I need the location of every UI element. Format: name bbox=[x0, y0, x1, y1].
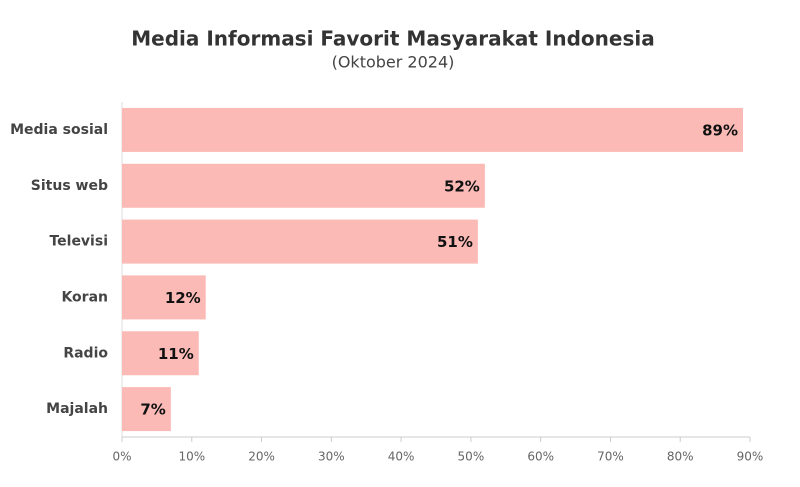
bar bbox=[122, 331, 199, 376]
value-label: 51% bbox=[437, 233, 473, 251]
bar bbox=[122, 275, 206, 320]
bar bbox=[122, 163, 485, 208]
y-tick-label: Televisi bbox=[49, 234, 108, 250]
y-tick-label: Radio bbox=[63, 345, 108, 361]
y-tick-label: Koran bbox=[61, 289, 108, 305]
chart-subtitle: (Oktober 2024) bbox=[332, 53, 455, 72]
x-tick-label: 40% bbox=[388, 450, 415, 464]
value-label: 52% bbox=[444, 177, 480, 195]
x-tick-label: 60% bbox=[527, 450, 554, 464]
value-label: 89% bbox=[702, 121, 738, 139]
x-tick-label: 50% bbox=[458, 450, 485, 464]
y-tick-label: Majalah bbox=[46, 401, 108, 417]
y-tick-label: Situs web bbox=[31, 178, 108, 194]
x-tick-label: 90% bbox=[737, 450, 764, 464]
x-tick-label: 70% bbox=[597, 450, 624, 464]
value-label: 11% bbox=[158, 345, 194, 363]
x-tick-label: 0% bbox=[112, 450, 131, 464]
x-tick-label: 10% bbox=[178, 450, 205, 464]
x-tick-label: 80% bbox=[667, 450, 694, 464]
bar bbox=[122, 107, 744, 152]
value-label: 12% bbox=[165, 289, 201, 307]
chart-title: Media Informasi Favorit Masyarakat Indon… bbox=[131, 27, 654, 51]
value-label: 7% bbox=[140, 401, 165, 419]
x-tick-label: 30% bbox=[318, 450, 345, 464]
y-tick-label: Media sosial bbox=[10, 122, 108, 138]
bar bbox=[122, 219, 478, 264]
x-tick-label: 20% bbox=[248, 450, 275, 464]
bar bbox=[122, 387, 171, 432]
